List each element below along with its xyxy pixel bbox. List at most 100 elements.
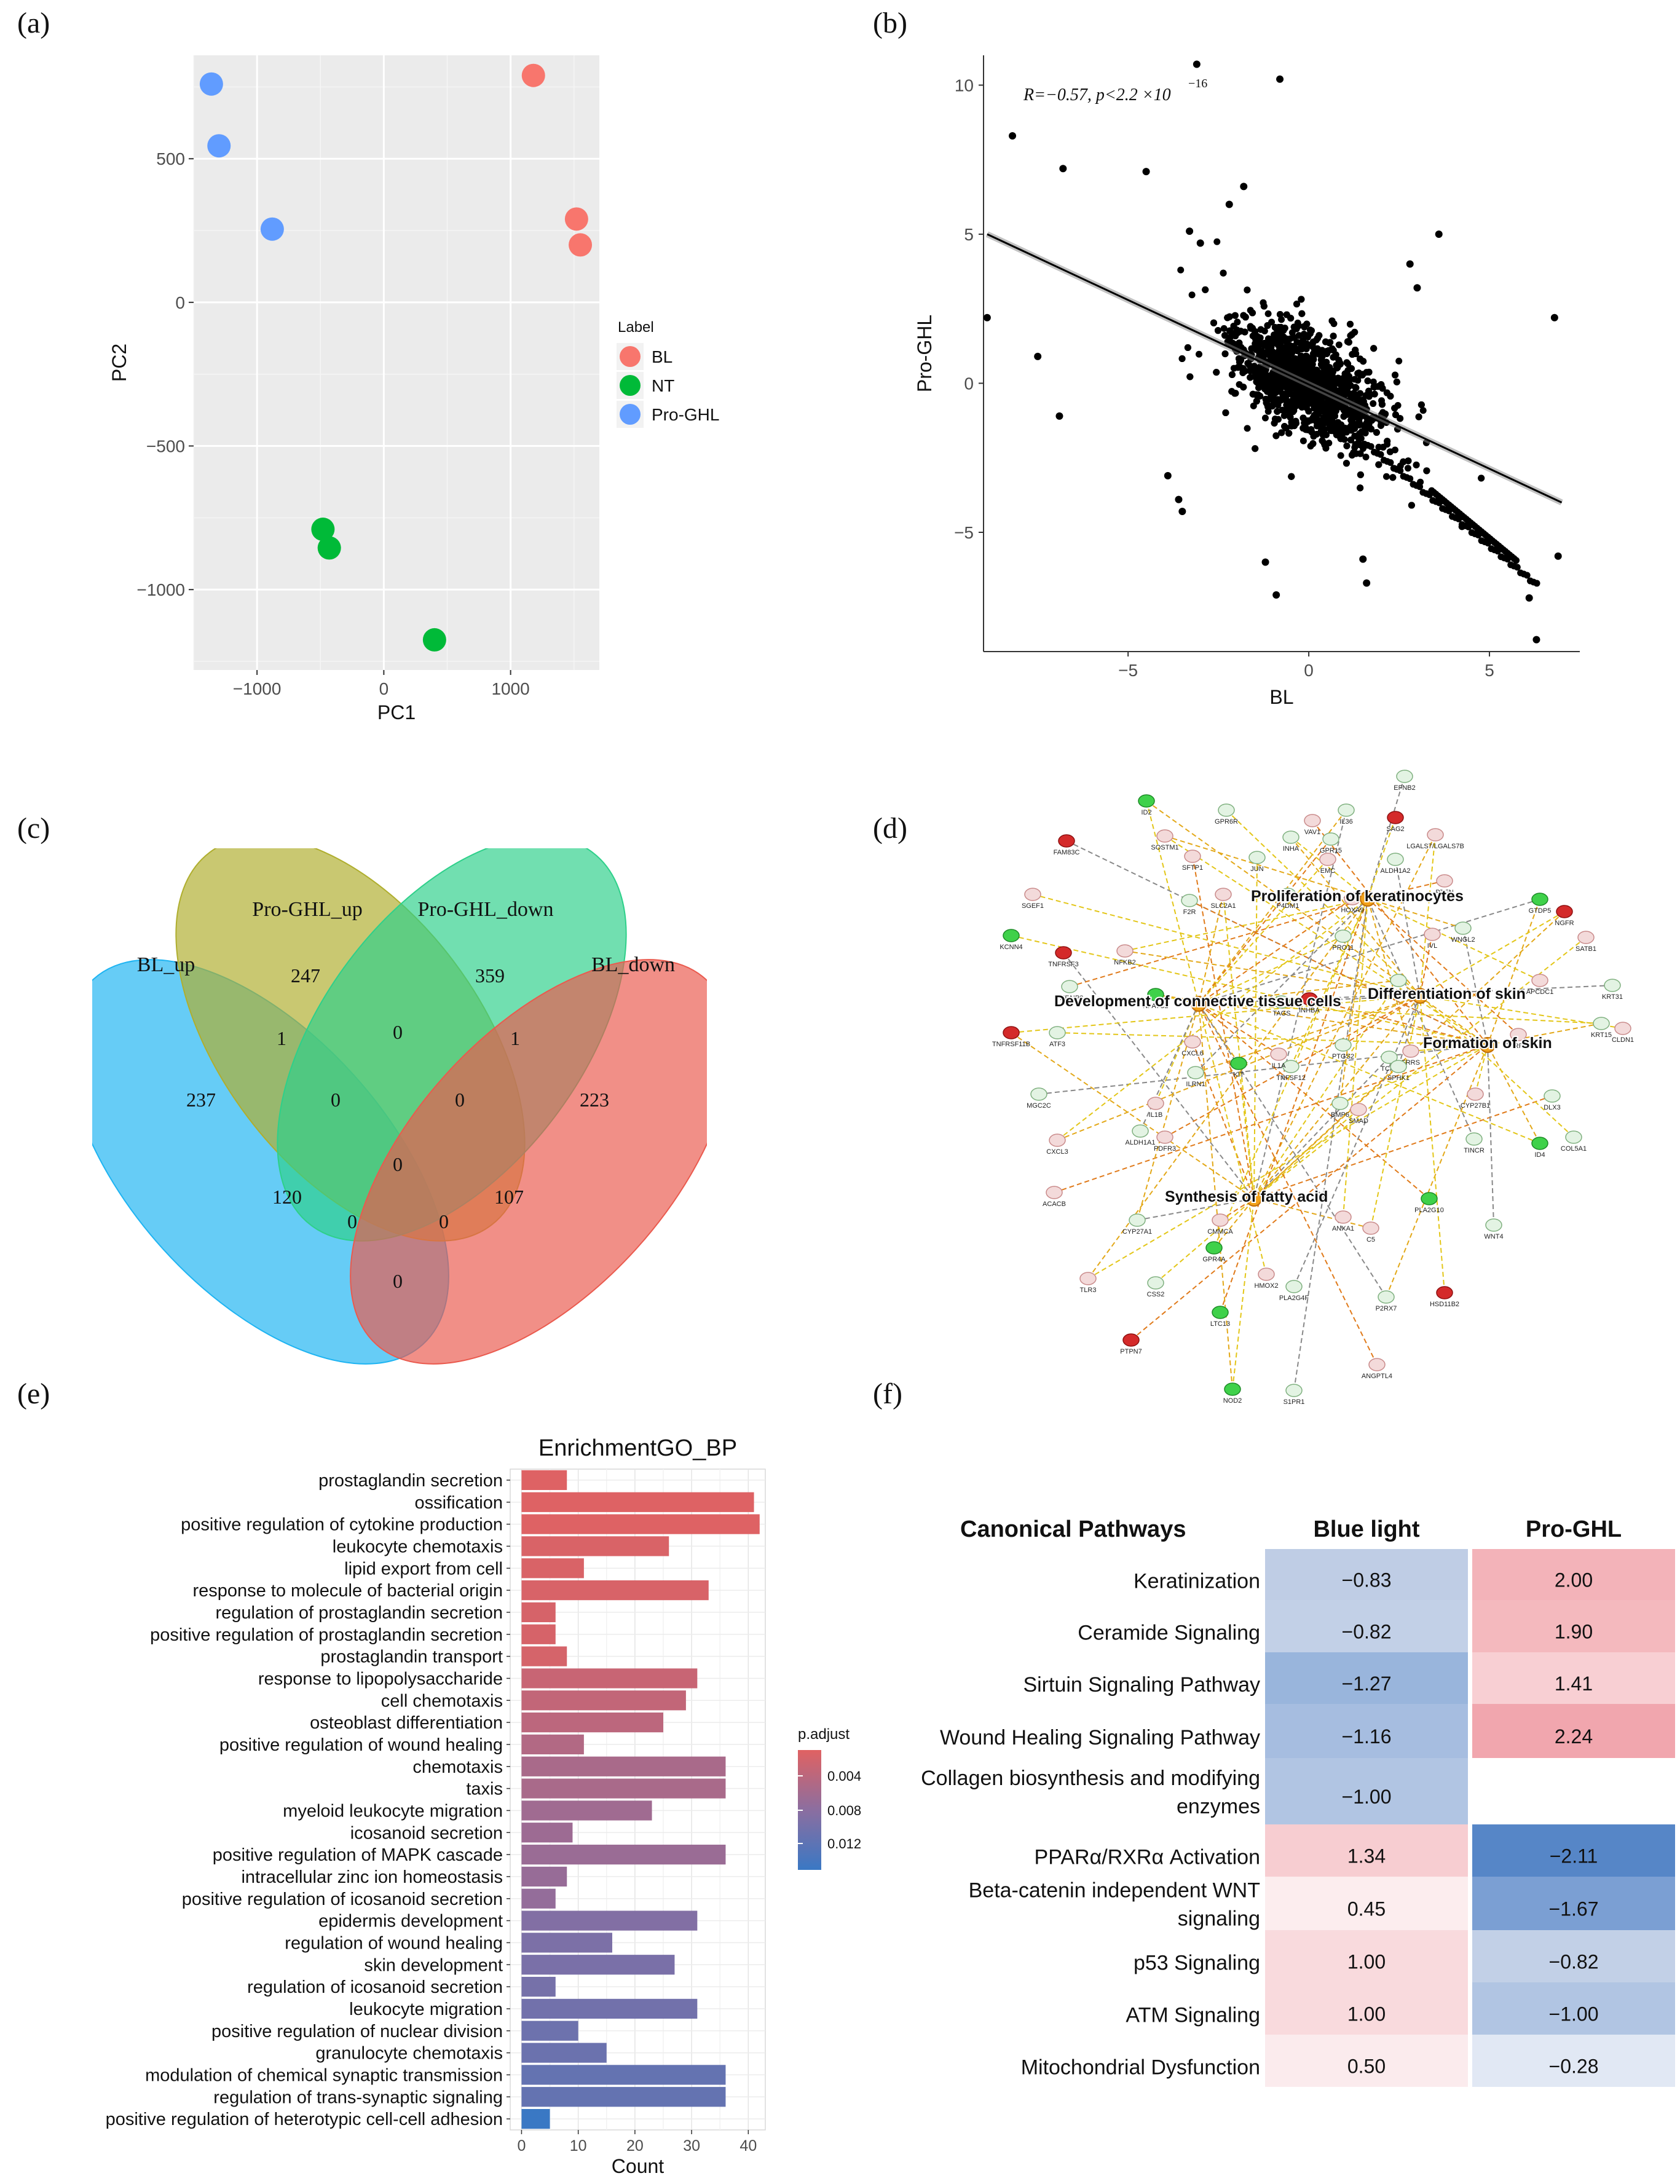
heat-value: 1.41 (1555, 1673, 1593, 1695)
category-label: positive regulation of nuclear division (211, 2022, 503, 2041)
gene-node (1593, 1017, 1610, 1030)
correlation-scatter: −5 0 5 10 5 0 −5 R=−0.57, p<2.2 ×10 −16 BL Pro-GHL (913, 55, 1580, 708)
enrichment-bar (521, 2108, 550, 2129)
gene-label: ID4 (1534, 1151, 1545, 1159)
network-edge (1011, 995, 1421, 1033)
legend-title: p.adjust (798, 1726, 850, 1743)
gene-node (1427, 828, 1444, 842)
scatter-point (1391, 404, 1398, 412)
scatter-point (1351, 328, 1359, 336)
scatter-point (1231, 312, 1239, 319)
scatter-point (1298, 296, 1305, 303)
scatter-point (1290, 323, 1298, 331)
heat-value: −1.67 (1549, 1898, 1599, 1920)
gene-node (1205, 1241, 1223, 1255)
scatter-point (1261, 414, 1269, 422)
enrichment-bar (521, 2065, 726, 2085)
scatter-point (1309, 341, 1316, 348)
scatter-point (1186, 373, 1194, 380)
scatter-point (1330, 353, 1337, 361)
scatter-point (1059, 165, 1067, 173)
venn-set-label: Pro-GHL_up (252, 898, 362, 921)
network-edge (1198, 985, 1613, 1004)
network-edge (1367, 898, 1519, 1035)
gene-label: PLA2G10 (1414, 1207, 1444, 1214)
enrichment-bar (521, 1888, 556, 1909)
enrichment-bar (521, 2043, 607, 2063)
scatter-point (1186, 227, 1194, 235)
pathway-name: Sirtuin Signaling Pathway (1023, 1673, 1260, 1697)
enrichment-bar (521, 1646, 567, 1666)
scatter-point (1361, 428, 1368, 436)
gene-node (1079, 1272, 1097, 1285)
heat-cell (1472, 1704, 1675, 1758)
scatter-point (1309, 353, 1317, 360)
enrichment-bar (521, 1933, 612, 1953)
gene-label: INHA (1283, 845, 1299, 853)
scatter-point (1251, 373, 1258, 380)
scatter-point (1288, 473, 1295, 480)
category-label: positive regulation of prostaglandin sec… (150, 1625, 503, 1645)
y-tick-label: 10 (955, 76, 974, 95)
category-label: ossification (415, 1493, 503, 1513)
enrichment-bar (521, 2020, 578, 2041)
pca-point-Pro-GHL (199, 72, 223, 96)
enrichment-bar (521, 1470, 567, 1491)
table-header-blue-light: Blue light (1313, 1516, 1419, 1542)
scatter-point (1330, 333, 1337, 340)
gene-label: GTDP5 (1529, 907, 1552, 915)
heat-value: −0.28 (1549, 2056, 1599, 2078)
scatter-point (1312, 418, 1320, 425)
network-edge (1343, 995, 1421, 1046)
gene-label: IL36 (1339, 818, 1352, 826)
scatter-point (1354, 377, 1362, 384)
network-edge (1063, 952, 1255, 1199)
gene-node (1273, 995, 1290, 1009)
heat-value: 0.50 (1347, 2056, 1386, 2078)
scatter-point (1343, 382, 1351, 389)
scatter-point (1274, 408, 1281, 415)
pathway-name: enzymes (1177, 1795, 1260, 1818)
gene-label: KCNN4 (1000, 944, 1022, 951)
scatter-point (1362, 454, 1370, 461)
network-edge (1198, 1003, 1233, 1390)
gene-node (1510, 1028, 1527, 1041)
gene-label: KRT15 (1591, 1031, 1612, 1039)
panel-label-d: (d) (873, 812, 907, 845)
gene-label: ALDH1A2 (1381, 867, 1411, 875)
heat-cell (1265, 2035, 1468, 2087)
heat-value: 1.34 (1347, 1845, 1386, 1867)
gene-node (1058, 834, 1075, 848)
gene-network: EFNB2 ID2 GPR6R VAV1 IL36 SAG2 GPR15 LGALS7/LGA… (992, 770, 1634, 1406)
scatter-point (1285, 401, 1293, 409)
gene-label: PRO11 (1332, 944, 1354, 952)
x-tick-label: 0 (1304, 661, 1314, 680)
gene-node (1138, 794, 1155, 808)
enrichment-bar (521, 1844, 726, 1865)
venn-region-count: 0 (455, 1089, 465, 1111)
scatter-point (1367, 443, 1374, 450)
gene-node (1147, 1097, 1164, 1110)
network-edge (1057, 898, 1368, 1141)
scatter-point (1234, 329, 1242, 336)
scatter-point (1392, 371, 1399, 379)
scatter-point (1255, 384, 1262, 392)
gene-label: S1PR1 (1284, 1398, 1305, 1406)
venn-set-label: BL_down (591, 953, 675, 976)
heat-cell (1472, 1758, 1675, 1824)
category-label: lipid export from cell (344, 1559, 503, 1579)
scatter-point (1276, 310, 1284, 318)
gene-node (1331, 1097, 1349, 1110)
category-label: positive regulation of icosanoid secreti… (182, 1890, 503, 1909)
scatter-point (1370, 378, 1377, 385)
scatter-point (1178, 355, 1186, 362)
gene-label: LGALS7/LGALS7B (1406, 843, 1464, 850)
scatter-point (1346, 409, 1353, 416)
gene-label: CSS2 (1147, 1291, 1165, 1298)
gene-node (1030, 1087, 1047, 1101)
scatter-point (1389, 474, 1397, 481)
hub-label: Formation of skin (1423, 1035, 1552, 1052)
heat-cell (1265, 1982, 1468, 2035)
scatter-point (1276, 75, 1284, 83)
network-edge (1192, 1041, 1255, 1199)
